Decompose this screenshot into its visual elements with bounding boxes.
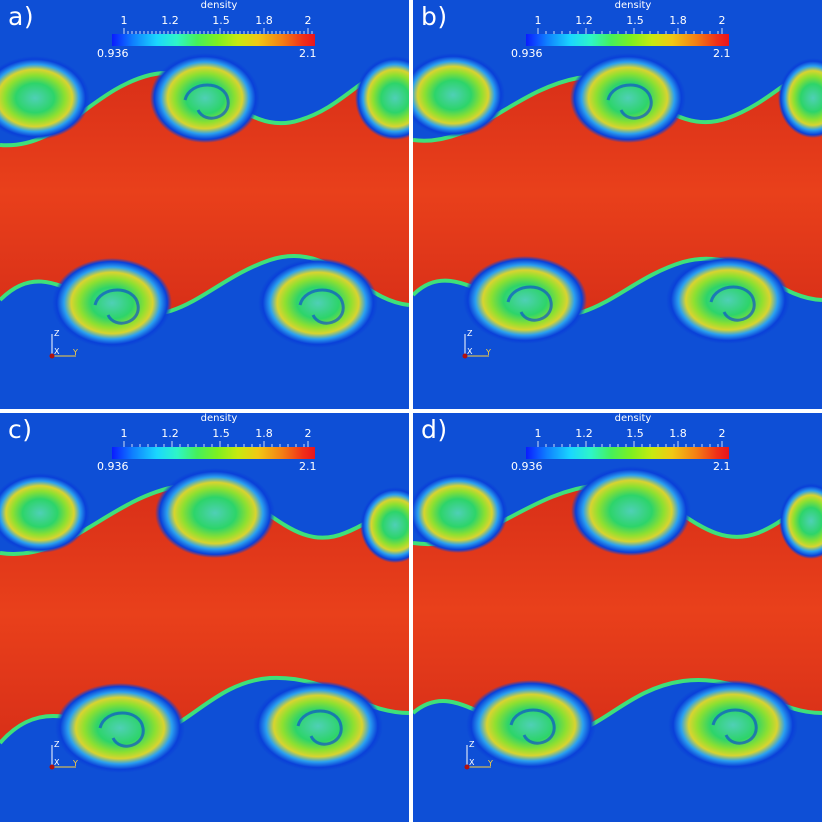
panel-label: d) [421, 415, 448, 444]
colorbar-gradient [526, 34, 729, 46]
colorbar-tick-label: 1 [534, 14, 542, 27]
axis-z-label: Z [469, 740, 475, 749]
density-field-image [0, 413, 409, 822]
panel-label: b) [421, 2, 448, 31]
colorbar-tick-label: 1.2 [575, 14, 593, 27]
colorbar-max-label: 2.1 [299, 47, 317, 60]
density-field-image [413, 0, 822, 409]
axis-y-label: Y [486, 348, 491, 357]
colorbar-ticks [537, 441, 723, 447]
colorbar-tick-label: 1.8 [669, 14, 687, 27]
axis-x-label: X [469, 758, 475, 767]
colorbar-title: density [200, 413, 238, 424]
colorbar-min-label: 0.936 [97, 460, 129, 473]
axes-triad-icon [49, 334, 76, 359]
colorbar: density 1 1.2 1.5 1.8 2 0.936 2.1 [97, 413, 327, 483]
panel-c: c) density 1 1.2 1.5 1.8 2 0.936 2.1 Z X… [0, 413, 409, 822]
colorbar: density 1 1.2 1.5 1.8 2 0.936 2.1 [511, 0, 741, 70]
colorbar-gradient [112, 34, 315, 46]
colorbar-ticks [537, 28, 723, 34]
colorbar-tick-label: 1.8 [255, 14, 273, 27]
colorbar-tick-label: 1.5 [626, 427, 644, 440]
colorbar-tick-label: 1.2 [575, 427, 593, 440]
colorbar-min-label: 0.936 [511, 47, 543, 60]
colorbar-title: density [614, 413, 652, 424]
colorbar-tick-label: 1 [534, 427, 542, 440]
colorbar: density 1 1.2 1.5 1.8 2 0.936 2.1 [511, 413, 741, 483]
colorbar-tick-label: 1.5 [626, 14, 644, 27]
colorbar-title: density [614, 0, 652, 11]
colorbar-tick-label: 2 [718, 14, 726, 27]
panel-b: b) density 1 1.2 1.5 1.8 2 0.936 2.1 Z X… [413, 0, 822, 409]
colorbar-tick-label: 2 [304, 427, 312, 440]
axes-triad: Z X Y [40, 733, 90, 773]
colorbar-tick-label: 1.5 [212, 14, 230, 27]
axis-x-label: X [54, 758, 60, 767]
colorbar-tick-label: 1.5 [212, 427, 230, 440]
colorbar-tick-label: 1 [120, 427, 128, 440]
colorbar-tick-label: 1 [120, 14, 128, 27]
axes-triad-icon [462, 334, 489, 359]
axes-triad-icon [49, 745, 76, 770]
axes-triad: Z X Y [455, 733, 505, 773]
density-field-image [0, 0, 409, 409]
colorbar-tick-label: 2 [304, 14, 312, 27]
colorbar-ticks [123, 28, 313, 34]
panel-label: a) [8, 2, 35, 31]
colorbar-title: density [200, 0, 238, 11]
axes-triad-icon [464, 745, 491, 770]
axis-z-label: Z [54, 740, 60, 749]
axis-y-label: Y [488, 759, 493, 768]
axis-y-label: Y [73, 348, 78, 357]
colorbar-min-label: 0.936 [511, 460, 543, 473]
colorbar: density 1 1.2 1.5 1.8 2 0.936 2.1 [97, 0, 327, 70]
axes-triad: Z X Y [40, 322, 90, 362]
panel-a: a) density 1 1.2 1.5 1.8 2 0.936 2.1 Z X… [0, 0, 409, 409]
axis-x-label: X [54, 347, 60, 356]
colorbar-gradient [112, 447, 315, 459]
colorbar-tick-label: 2 [718, 427, 726, 440]
axis-z-label: Z [54, 329, 60, 338]
colorbar-max-label: 2.1 [713, 47, 731, 60]
axis-x-label: X [467, 347, 473, 356]
axis-z-label: Z [467, 329, 473, 338]
colorbar-tick-label: 1.2 [161, 427, 179, 440]
colorbar-tick-label: 1.2 [161, 14, 179, 27]
colorbar-tick-label: 1.8 [669, 427, 687, 440]
axis-y-label: Y [73, 759, 78, 768]
axes-triad: Z X Y [453, 322, 503, 362]
colorbar-max-label: 2.1 [299, 460, 317, 473]
density-field-image [413, 413, 822, 822]
colorbar-ticks [123, 441, 309, 447]
panel-label: c) [8, 415, 33, 444]
panel-d: d) density 1 1.2 1.5 1.8 2 0.936 2.1 Z X… [413, 413, 822, 822]
colorbar-max-label: 2.1 [713, 460, 731, 473]
colorbar-gradient [526, 447, 729, 459]
colorbar-min-label: 0.936 [97, 47, 129, 60]
colorbar-tick-label: 1.8 [255, 427, 273, 440]
